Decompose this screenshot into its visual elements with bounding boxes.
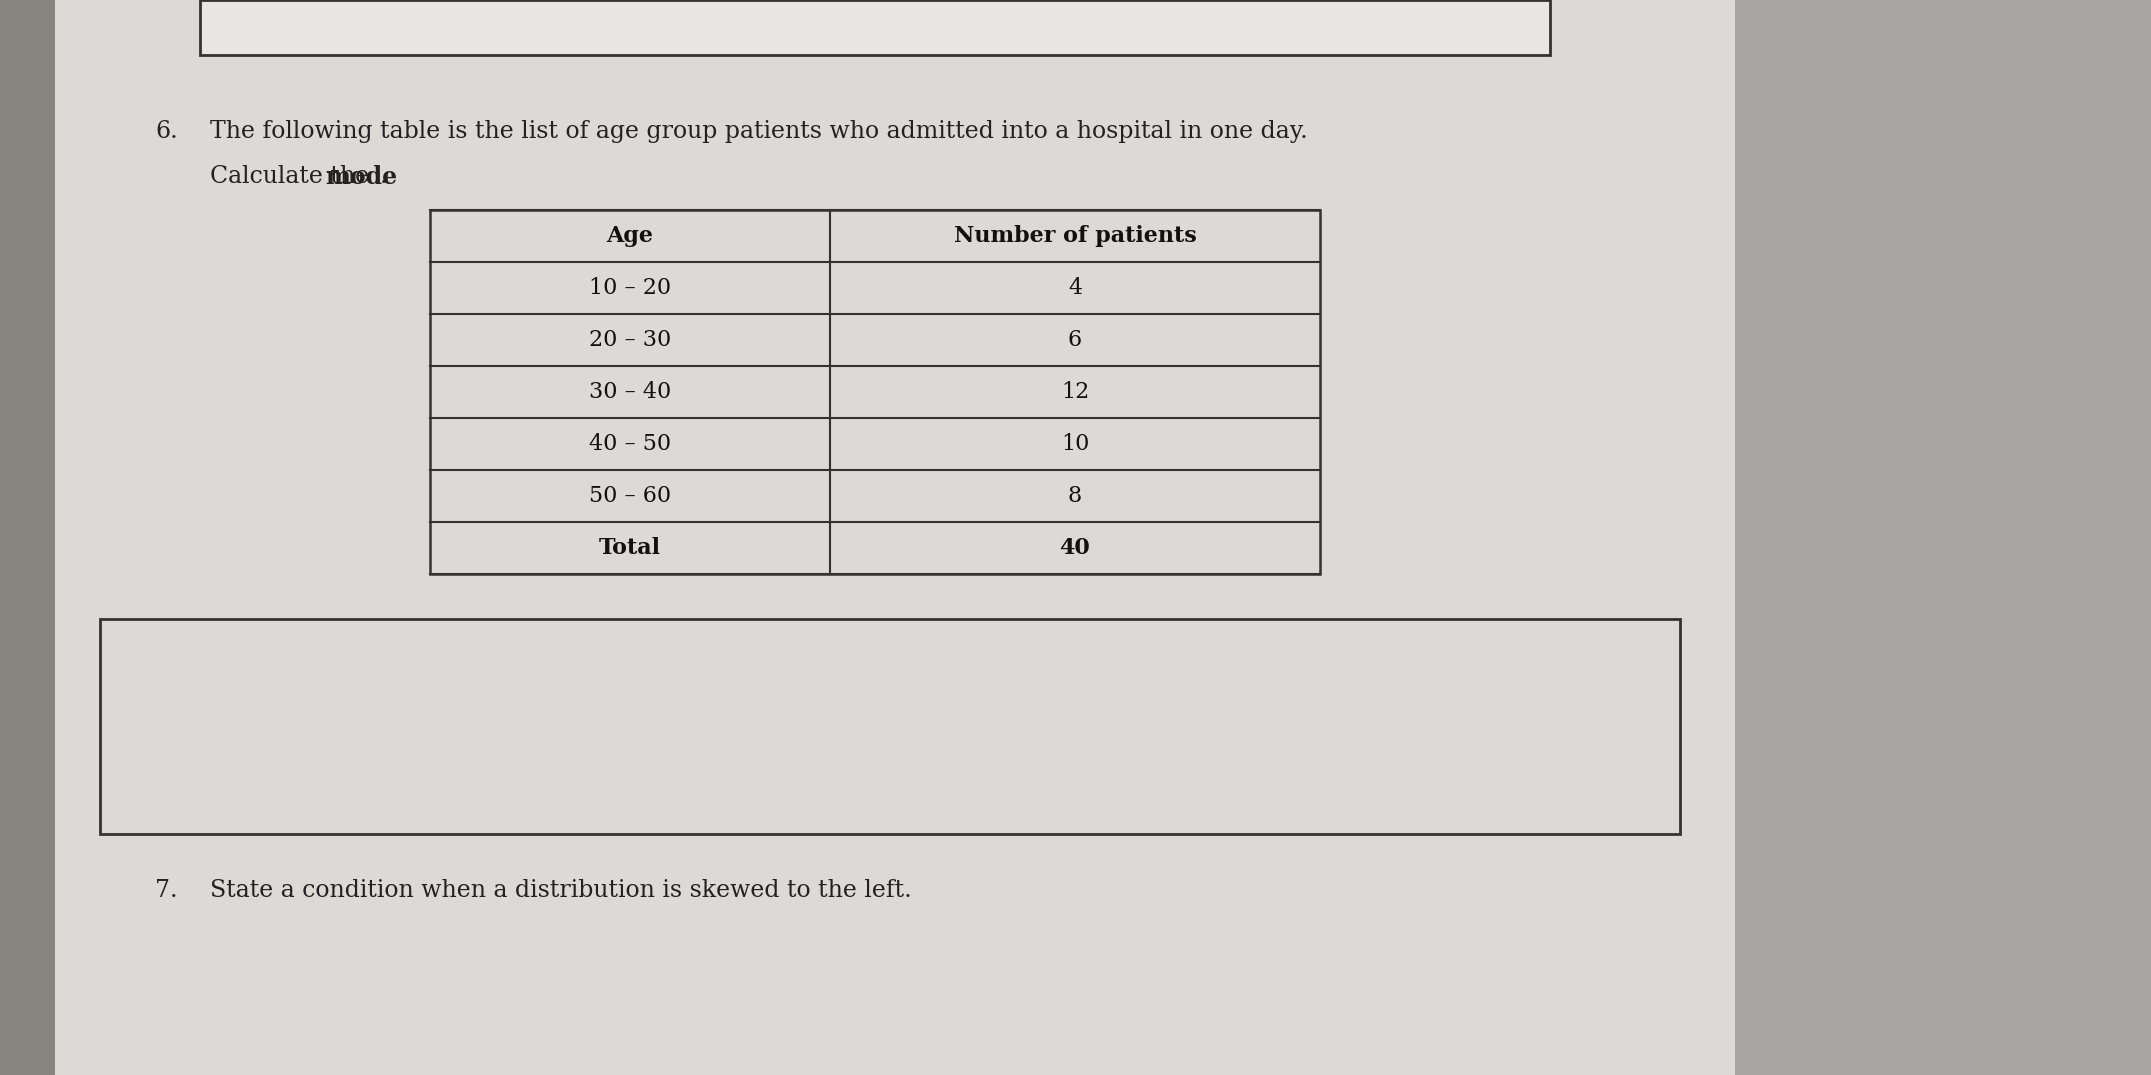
Text: 12: 12 (1060, 381, 1088, 403)
FancyBboxPatch shape (200, 0, 1551, 55)
Text: .: . (381, 164, 387, 188)
Text: 20 – 30: 20 – 30 (589, 329, 671, 352)
Text: 6: 6 (1067, 329, 1082, 352)
Text: 10 – 20: 10 – 20 (589, 277, 671, 299)
Text: 4: 4 (1067, 277, 1082, 299)
FancyBboxPatch shape (430, 210, 1321, 574)
Text: State a condition when a distribution is skewed to the left.: State a condition when a distribution is… (211, 879, 912, 902)
FancyBboxPatch shape (1736, 0, 2151, 1075)
Text: Total: Total (598, 538, 660, 559)
Text: 40: 40 (1060, 538, 1091, 559)
Text: Calculate the: Calculate the (211, 164, 376, 188)
Text: 30 – 40: 30 – 40 (589, 381, 671, 403)
Text: mode: mode (325, 164, 398, 189)
FancyBboxPatch shape (56, 0, 1736, 1075)
Text: 50 – 60: 50 – 60 (589, 485, 671, 507)
Text: 10: 10 (1060, 433, 1088, 455)
Text: 8: 8 (1067, 485, 1082, 507)
FancyBboxPatch shape (99, 619, 1680, 834)
Text: 40 – 50: 40 – 50 (589, 433, 671, 455)
Text: 7.: 7. (155, 879, 179, 902)
Text: Number of patients: Number of patients (953, 225, 1196, 247)
Text: The following table is the list of age group patients who admitted into a hospit: The following table is the list of age g… (211, 120, 1308, 143)
Text: Age: Age (607, 225, 654, 247)
FancyBboxPatch shape (0, 0, 60, 1075)
Text: 6.: 6. (155, 120, 179, 143)
